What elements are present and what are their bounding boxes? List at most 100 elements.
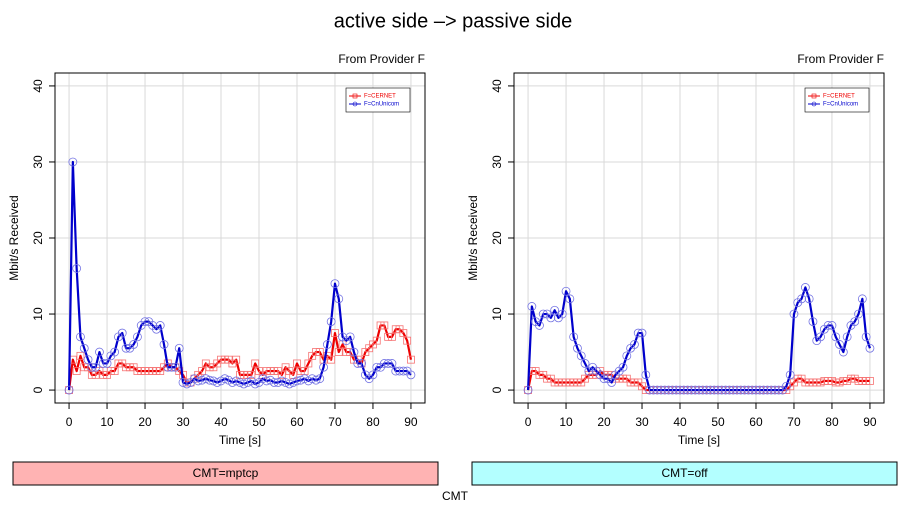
legend-label: F=CnUnicom [823, 102, 858, 108]
y-tick-label: 30 [490, 155, 504, 169]
point [121, 343, 131, 353]
point [766, 385, 776, 395]
point [569, 332, 579, 342]
x-tick-label: 30 [176, 415, 190, 429]
legend-marker [352, 101, 358, 107]
point [736, 385, 746, 395]
point [622, 351, 632, 361]
point [117, 328, 127, 338]
point [713, 385, 723, 395]
point [607, 378, 617, 387]
point [331, 329, 339, 337]
point [808, 317, 818, 327]
point [228, 378, 237, 387]
point [277, 376, 287, 386]
point [220, 374, 230, 384]
point [690, 385, 700, 395]
point [235, 378, 245, 387]
plot-frame [54, 72, 426, 404]
y-tick-label: 0 [31, 386, 45, 393]
x-tick-label: 20 [597, 415, 611, 429]
point [155, 321, 165, 330]
point [565, 294, 575, 304]
point [182, 379, 192, 389]
point [557, 309, 567, 319]
point [702, 385, 711, 395]
point [319, 362, 328, 372]
point [857, 294, 867, 304]
point [304, 359, 313, 368]
point [865, 343, 875, 353]
x-tick-label: 90 [404, 415, 418, 429]
point [383, 359, 393, 368]
point [576, 351, 586, 361]
y-tick-label: 20 [31, 231, 45, 245]
point [87, 362, 97, 372]
point [854, 309, 863, 319]
point [797, 294, 806, 304]
point [842, 332, 852, 342]
point [277, 370, 286, 379]
point [349, 347, 359, 357]
point [284, 379, 294, 389]
panel: 0 10 20 30 40 50 60 70 80 90 0 10 20 30 40 From Provide… [466, 52, 898, 486]
point [535, 321, 544, 330]
point [163, 362, 173, 372]
y-tick-label: 30 [31, 155, 45, 169]
point [709, 385, 719, 395]
point [174, 343, 184, 353]
point [178, 378, 188, 387]
x-tick-label: 40 [673, 415, 687, 429]
point [76, 332, 85, 342]
point [724, 385, 734, 395]
point [353, 359, 363, 368]
point [831, 332, 841, 342]
point [781, 381, 791, 391]
point [326, 317, 336, 327]
point [76, 351, 85, 360]
point [110, 367, 119, 375]
point [327, 355, 336, 364]
point [762, 385, 772, 395]
point [656, 385, 666, 395]
point [72, 367, 81, 375]
footer-label: CMT [442, 489, 469, 503]
x-tick-label: 30 [635, 415, 649, 429]
y-tick-label: 10 [31, 307, 45, 321]
point [652, 385, 662, 395]
point [679, 385, 689, 395]
point [838, 347, 848, 357]
x-tick-label: 0 [525, 415, 532, 429]
point [273, 378, 283, 387]
y-tick-label: 40 [31, 79, 45, 93]
point [133, 332, 142, 342]
point [197, 375, 207, 385]
point [755, 385, 765, 395]
point [232, 355, 241, 364]
point [387, 359, 397, 368]
point [231, 376, 241, 386]
point [759, 385, 768, 395]
point [660, 385, 670, 395]
point [637, 328, 647, 338]
point [804, 294, 814, 304]
x-tick-label: 10 [559, 415, 573, 429]
x-tick-label: 50 [711, 415, 725, 429]
point [687, 385, 696, 395]
point [561, 286, 571, 296]
point [835, 340, 844, 349]
point [641, 370, 651, 380]
point [247, 370, 256, 379]
point [694, 385, 704, 395]
point [770, 385, 780, 395]
strip-label: CMT=off [661, 466, 708, 480]
point [645, 385, 655, 395]
point [334, 294, 344, 304]
point [357, 359, 366, 368]
x-axis-label: Time [s] [678, 433, 720, 447]
x-tick-label: 70 [328, 415, 342, 429]
point [281, 378, 290, 387]
legend-label: F=CERNET [364, 94, 396, 100]
point [705, 385, 715, 395]
